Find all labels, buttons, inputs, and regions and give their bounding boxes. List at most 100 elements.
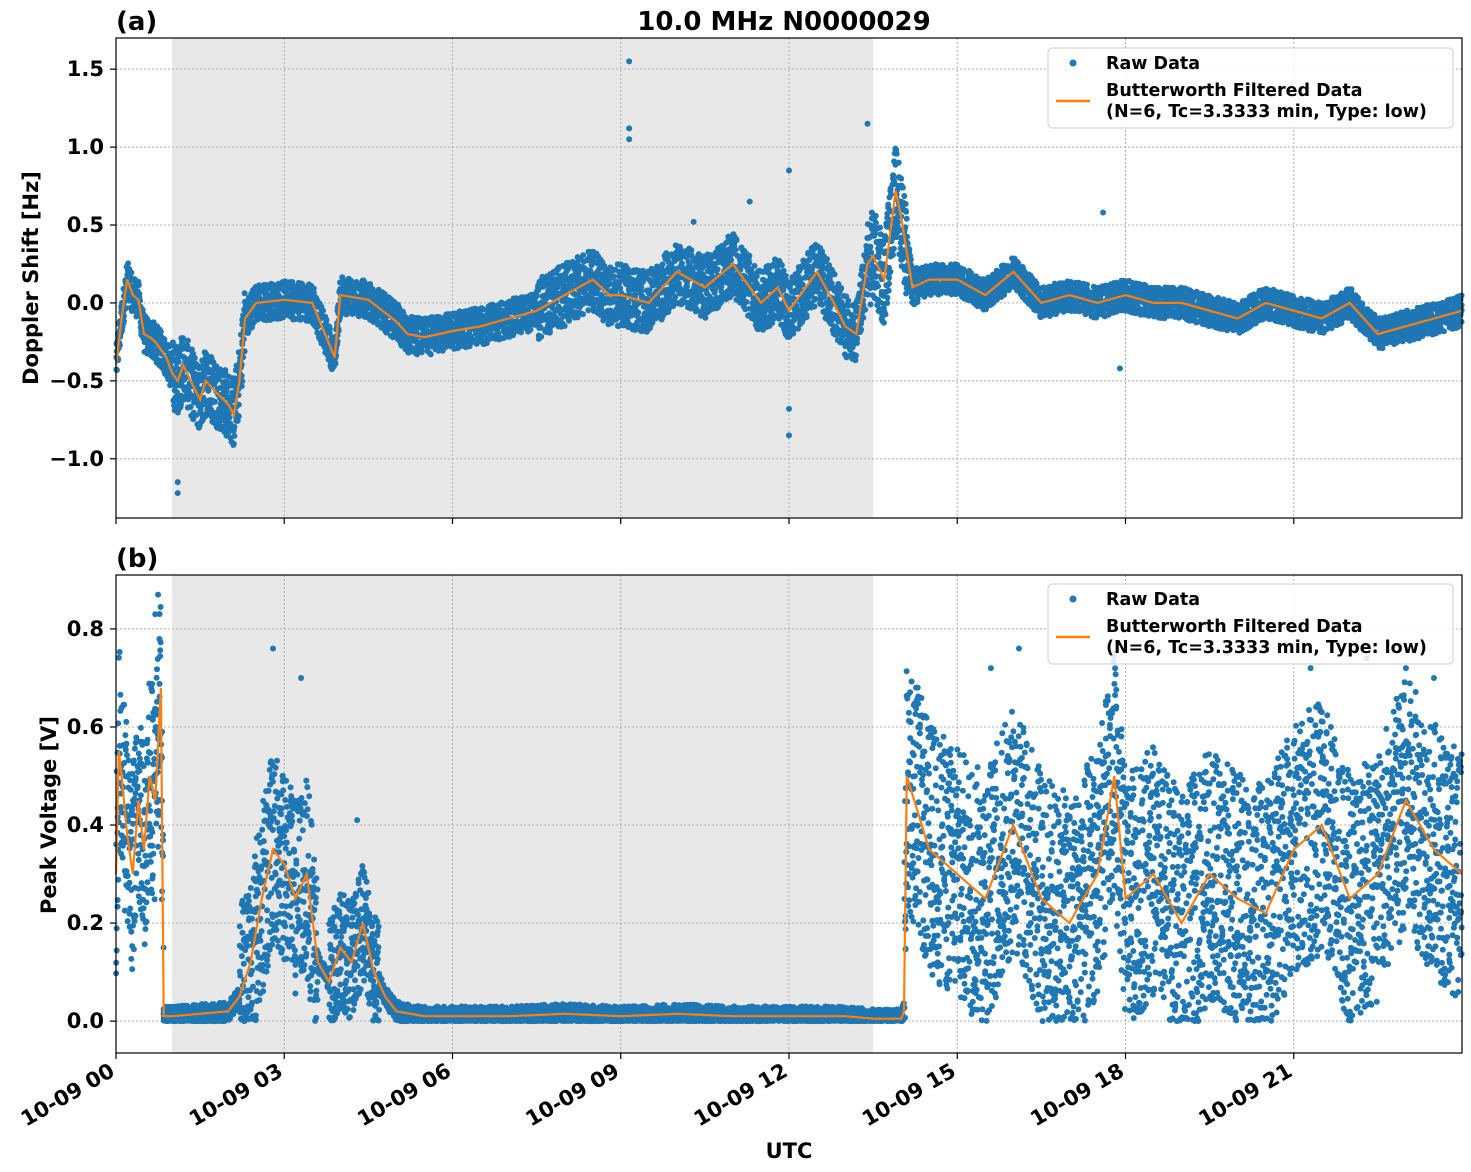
panel-a: −1.0−0.50.00.51.01.5 (a) 10.0 MHz N00000… — [19, 7, 1465, 524]
raw-point — [231, 423, 238, 430]
raw-point — [315, 323, 322, 330]
raw-point — [902, 200, 909, 207]
raw-point — [877, 224, 883, 231]
raw-point — [872, 212, 879, 219]
raw-point — [332, 360, 339, 367]
raw-point — [180, 335, 186, 342]
raw-point — [903, 215, 910, 222]
raw-point — [510, 332, 517, 339]
raw-point — [538, 333, 545, 340]
raw-point — [812, 295, 819, 302]
raw-point — [238, 383, 245, 390]
raw-point — [579, 311, 586, 318]
raw-point — [894, 219, 901, 226]
raw-point — [782, 272, 789, 279]
raw-point — [161, 336, 168, 343]
raw-point — [880, 319, 887, 326]
raw-point — [241, 290, 248, 297]
raw-point — [190, 416, 197, 423]
raw-point — [235, 401, 242, 408]
raw-point — [203, 351, 210, 358]
raw-point — [728, 257, 735, 264]
raw-point — [811, 303, 818, 310]
raw-point — [803, 314, 810, 321]
raw-point — [714, 266, 721, 273]
raw-point — [561, 323, 568, 329]
raw-point — [901, 193, 908, 199]
raw-point — [174, 389, 180, 396]
raw-point — [427, 351, 434, 358]
raw-point — [903, 208, 910, 215]
raw-point — [226, 414, 233, 421]
raw-point — [211, 398, 218, 405]
raw-point — [320, 307, 326, 314]
raw-point — [635, 309, 642, 316]
raw-point — [858, 326, 864, 333]
raw-point — [659, 261, 666, 268]
raw-point — [867, 243, 874, 250]
raw-point — [323, 318, 330, 324]
raw-point — [135, 282, 142, 288]
raw-point — [239, 378, 246, 385]
raw-point — [884, 294, 891, 301]
raw-point — [732, 247, 739, 253]
raw-point — [824, 256, 830, 263]
raw-point — [191, 355, 198, 361]
raw-point — [688, 247, 695, 254]
raw-point — [898, 175, 905, 182]
raw-point — [743, 299, 750, 305]
raw-point — [157, 328, 164, 335]
raw-point — [289, 279, 296, 285]
raw-point — [893, 150, 900, 157]
raw-point — [799, 281, 806, 288]
raw-point — [778, 262, 785, 269]
raw-point — [128, 269, 135, 276]
raw-point — [326, 325, 333, 332]
raw-point — [702, 314, 709, 321]
raw-point — [125, 260, 132, 267]
raw-point — [184, 337, 191, 344]
raw-point — [230, 382, 236, 389]
raw-point — [887, 268, 894, 275]
raw-point — [418, 349, 425, 356]
raw-point — [873, 219, 879, 226]
raw-point — [136, 291, 143, 297]
raw-point — [230, 440, 237, 447]
raw-point — [580, 252, 587, 259]
panel-a-raw-scatter — [113, 58, 1465, 497]
raw-point — [862, 306, 869, 313]
raw-point — [222, 367, 229, 374]
raw-point — [890, 251, 896, 258]
raw-point — [885, 287, 892, 294]
raw-point — [884, 300, 891, 306]
raw-point — [193, 412, 200, 418]
raw-point — [235, 413, 242, 420]
raw-point — [175, 358, 182, 365]
raw-point — [611, 273, 617, 280]
raw-point — [828, 280, 835, 287]
raw-point — [547, 328, 553, 335]
raw-point — [566, 317, 572, 324]
raw-point — [888, 191, 894, 198]
raw-point — [895, 159, 902, 166]
raw-point — [310, 285, 317, 292]
raw-point — [882, 311, 889, 318]
raw-point — [746, 259, 753, 266]
raw-point — [780, 267, 787, 274]
raw-point — [845, 297, 852, 304]
raw-point — [187, 403, 194, 410]
raw-point — [867, 301, 874, 308]
raw-point — [821, 292, 828, 299]
raw-point — [860, 314, 867, 321]
raw-point — [746, 252, 753, 259]
raw-point — [899, 184, 906, 191]
raw-point — [751, 262, 758, 269]
raw-point — [838, 285, 845, 292]
raw-point — [733, 237, 740, 244]
raw-point — [890, 172, 897, 179]
raw-point — [231, 432, 238, 439]
raw-point — [890, 245, 897, 252]
raw-point — [875, 283, 882, 290]
raw-point — [197, 404, 204, 411]
